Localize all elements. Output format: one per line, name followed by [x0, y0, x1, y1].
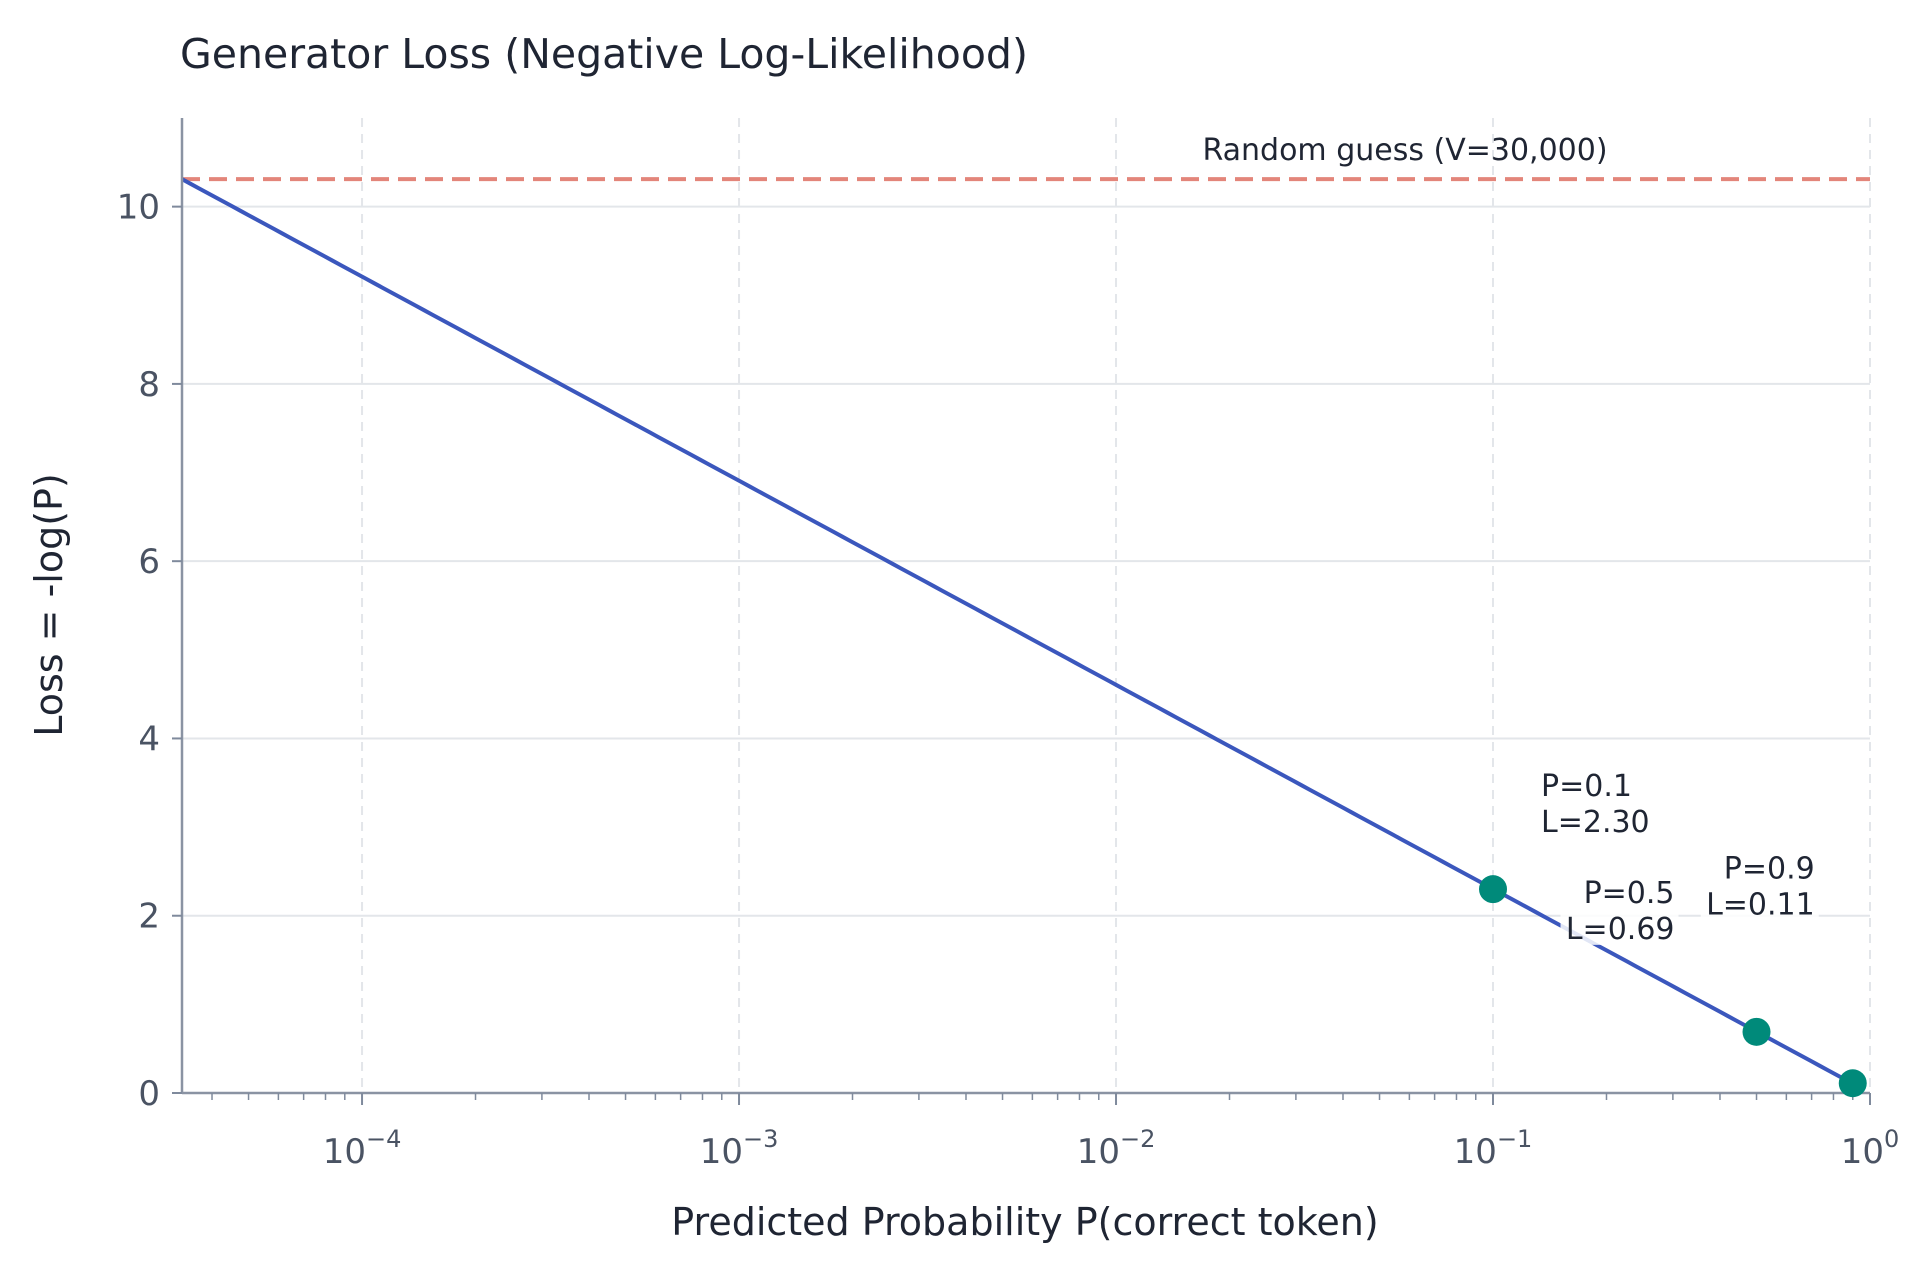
data-point	[1838, 1069, 1867, 1098]
x-tick-label: 10−2	[1077, 1125, 1156, 1172]
x-axis-label: Predicted Probability P(correct token)	[671, 1200, 1378, 1244]
chart-title: Generator Loss (Negative Log-Likelihood)	[180, 30, 1028, 78]
y-tick-label: 6	[138, 542, 160, 582]
point-annotations: P=0.1L=2.30 P=0.5L=0.69 P=0.9L=0.11	[1537, 762, 1819, 947]
y-tick-label: 8	[138, 365, 160, 405]
x-tick-label: 100	[1841, 1125, 1900, 1172]
x-tick-label: 10−3	[700, 1125, 779, 1172]
grid	[182, 118, 1871, 1093]
annotation-prob: P=0.9	[1724, 851, 1815, 886]
x-tick-label: 10−4	[323, 1125, 402, 1172]
annotation-loss: L=0.11	[1706, 887, 1815, 922]
annotation-box	[1537, 762, 1656, 839]
y-tick-label: 4	[138, 719, 160, 759]
x-tick-label: 10−1	[1454, 1125, 1533, 1172]
annotation-box	[1700, 844, 1819, 921]
y-tick-label: 0	[138, 1074, 160, 1114]
loss-curve	[181, 177, 1854, 1086]
data-points	[1479, 875, 1867, 1098]
x-axis-ticks: 10−4 10−3 10−2 10−1 100	[211, 1093, 1900, 1172]
reference-line-label: Random guess (V=30,000)	[1202, 133, 1607, 168]
axes	[180, 118, 1870, 1095]
data-point	[1479, 875, 1508, 904]
data-point	[1742, 1017, 1771, 1046]
annotation-prob: P=0.5	[1584, 876, 1675, 911]
annotation-prob: P=0.1	[1541, 769, 1632, 804]
y-axis-ticks: 0 2 4 6 8 10	[117, 188, 182, 1114]
reference-line-group: Random guess (V=30,000)	[182, 133, 1870, 182]
y-tick-label: 10	[117, 188, 160, 228]
y-axis-label: Loss = -log(P)	[27, 473, 71, 737]
series-group	[181, 177, 1854, 1086]
annotation-box	[1560, 868, 1679, 945]
annotation-loss: L=2.30	[1541, 805, 1650, 840]
y-tick-label: 2	[138, 897, 160, 937]
annotation-loss: L=0.69	[1566, 912, 1675, 947]
